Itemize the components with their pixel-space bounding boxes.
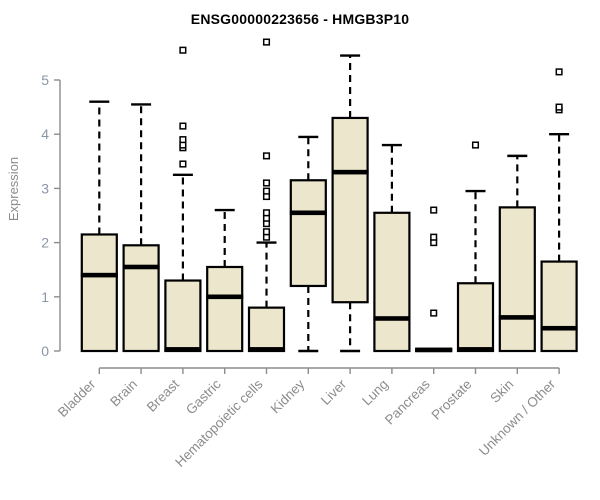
chart-title: ENSG00000223656 - HMGB3P10	[190, 11, 410, 27]
boxplot-group	[80, 100, 118, 353]
median-line	[331, 169, 369, 175]
outlier-point	[262, 209, 271, 217]
box-rect	[331, 116, 369, 304]
outlier-point	[262, 228, 271, 236]
median-line	[498, 315, 536, 320]
box-rect	[373, 211, 411, 353]
x-tick-label: Pancreas	[382, 376, 433, 427]
boxplot-group	[247, 38, 286, 353]
box-rect	[540, 260, 578, 353]
outlier-point	[430, 233, 438, 241]
box-rect	[289, 179, 327, 288]
boxplot-group	[289, 135, 327, 353]
x-tick-label: Gastric	[183, 376, 224, 417]
median-line	[540, 325, 578, 331]
outlier-point	[179, 46, 187, 54]
outlier-point	[430, 206, 438, 214]
boxplot-group	[122, 103, 160, 353]
x-tick-label: Skin	[487, 377, 516, 406]
outlier-point	[179, 122, 187, 130]
boxplot-group	[540, 68, 578, 353]
outlier-point	[262, 179, 271, 187]
median-line	[289, 210, 327, 216]
outlier-point	[555, 103, 563, 111]
box-rect	[206, 265, 244, 353]
boxplot-group	[331, 54, 369, 353]
median-line	[457, 347, 494, 352]
outlier-point	[262, 152, 271, 160]
x-tick-label: Liver	[318, 376, 350, 408]
boxplot-group	[206, 208, 244, 353]
box-rect	[122, 244, 160, 353]
y-tick-label: 0	[41, 343, 49, 359]
x-tick-label: Brain	[107, 377, 140, 410]
median-line	[415, 347, 453, 353]
outlier-point	[262, 187, 271, 195]
x-tick-label: Kidney	[268, 376, 308, 416]
boxplot-group	[415, 206, 453, 353]
x-tick-label: Bladder	[55, 376, 99, 420]
outlier-point	[555, 68, 563, 76]
outlier-point	[179, 160, 187, 168]
median-line	[248, 347, 285, 352]
outlier-point	[430, 309, 438, 317]
median-line	[80, 272, 118, 278]
median-line	[373, 316, 411, 321]
median-line	[164, 347, 202, 352]
y-tick-label: 3	[41, 180, 49, 196]
median-line	[122, 264, 160, 270]
median-line	[206, 294, 244, 300]
y-tick-label: 5	[41, 72, 49, 88]
x-tick-label: Breast	[144, 376, 182, 414]
boxplot-group	[373, 143, 411, 353]
outlier-point	[471, 141, 480, 149]
x-tick-label: Lung	[359, 377, 391, 409]
y-tick-label: 4	[41, 126, 49, 142]
x-tick-label: Prostate	[428, 377, 474, 423]
box-rect	[80, 233, 118, 353]
box-rect	[164, 279, 202, 353]
box-rect	[247, 306, 286, 353]
boxplot-group	[164, 46, 202, 353]
box-rect	[456, 282, 495, 353]
boxplot-group	[456, 141, 495, 353]
outlier-point	[262, 38, 271, 46]
outlier-point	[179, 136, 187, 144]
x-tick-label: Unknown / Other	[476, 376, 559, 459]
y-tick-label: 2	[41, 235, 49, 251]
boxplot-group	[498, 154, 536, 353]
box-rect	[498, 206, 536, 353]
y-tick-label: 1	[41, 289, 49, 305]
